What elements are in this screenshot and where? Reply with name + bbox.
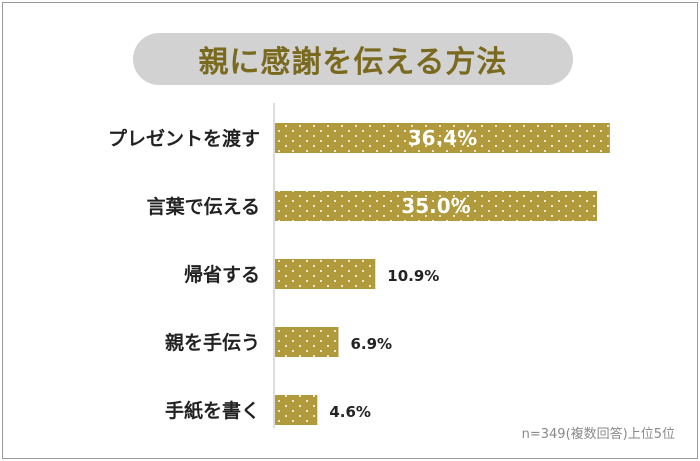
bar <box>275 191 597 221</box>
bar <box>275 395 318 425</box>
sample-note: n=349(複数回答)上位5位 <box>521 427 675 442</box>
value-label: 4.6% <box>329 403 371 421</box>
value-label: 6.9% <box>350 335 392 353</box>
value-label: 36.4% <box>408 126 477 150</box>
bar <box>275 259 376 289</box>
value-label: 35.0% <box>401 194 470 218</box>
value-label: 10.9% <box>387 267 439 285</box>
bar-chart: プレゼントを渡す 36.4% 言葉で伝える 35.0% 帰省する 10.9% 親を手伝う 6.… <box>108 103 610 428</box>
category-label: 帰省する <box>184 264 260 286</box>
category-label: 言葉で伝える <box>147 195 260 218</box>
bar <box>275 123 610 153</box>
bar <box>275 327 339 357</box>
category-label: 親を手伝う <box>165 331 260 354</box>
category-label: 手紙を書く <box>165 399 260 422</box>
chart-title: 親に感謝を伝える方法 <box>133 33 573 85</box>
category-label: プレゼントを渡す <box>108 127 260 150</box>
